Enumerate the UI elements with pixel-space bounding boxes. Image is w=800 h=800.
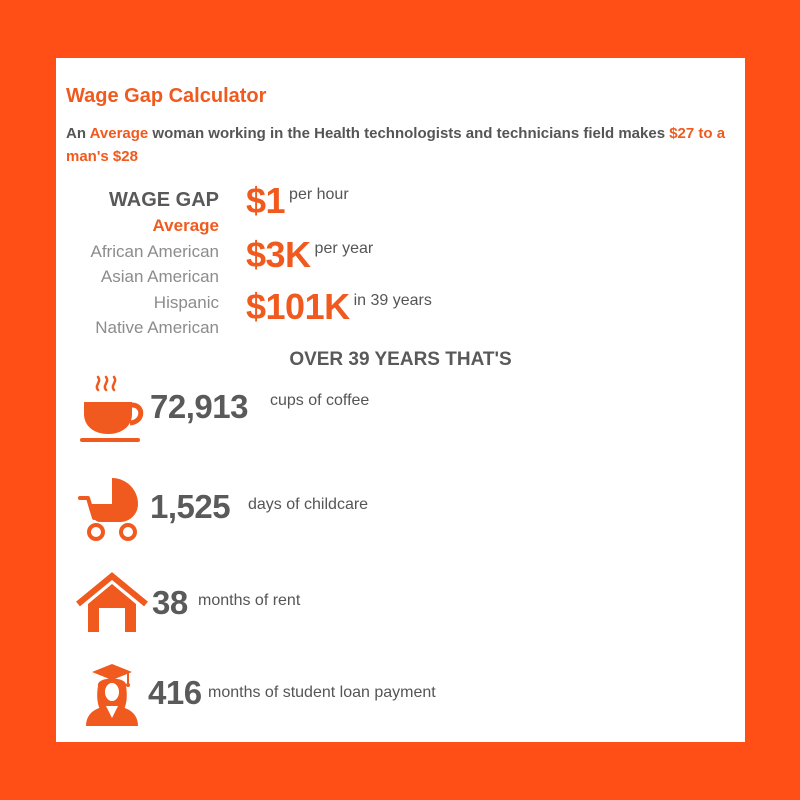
group-option-hispanic[interactable]: Hispanic [153,292,219,312]
equivalent-item-rent: 38 months of rent [76,570,716,640]
group-option-average[interactable]: Average [152,216,219,235]
gap-lifetime: $101K in 39 years [246,286,432,328]
gap-value: $1 [246,180,286,221]
summary-wages: $27 to a man's $28 [66,125,726,165]
group-selector: WAGE GAP Average African American Asian … [91,187,220,341]
gap-value: $3K [246,234,311,275]
equivalent-label: cups of coffee [270,392,370,409]
gap-per-year: $3K per year [246,234,373,276]
coffee-cup-icon [80,375,144,442]
summary-text-middle: woman working in the Health technologist… [148,125,670,142]
gap-unit: per hour [289,186,349,204]
summary-text-start: An [66,125,90,142]
summary-sentence: An Average woman working in the Health t… [66,122,738,168]
equivalent-item-childcare: 1,525 days of childcare [76,472,716,542]
group-option-african-american[interactable]: African American [90,241,220,261]
over-years-heading: OVER 39 YEARS THAT'S [289,349,512,370]
equivalent-label: days of childcare [248,496,369,513]
equivalent-item-student-loan: 416 months of student loan payment [76,662,716,732]
group-option-native-american[interactable]: Native American [95,318,219,337]
equivalent-label: months of rent [198,592,301,609]
house-icon [76,572,148,632]
gap-unit: in 39 years [353,292,432,310]
page-title: Wage Gap Calculator [66,85,267,107]
equivalent-number: 72,913 [150,388,248,425]
group-option-asian-american[interactable]: Asian American [100,267,219,286]
wage-gap-card: Wage Gap Calculator An Average woman wor… [56,58,745,742]
equivalent-number: 38 [152,584,188,621]
gap-per-hour: $1 per hour [246,180,349,222]
wage-gap-heading: WAGE GAP [108,189,219,211]
equivalent-label: months of student loan payment [208,684,436,701]
summary-group: Average [89,125,149,142]
graduate-icon [86,664,138,726]
baby-stroller-icon [78,478,138,541]
gap-value: $101K [246,286,350,327]
equivalent-number: 416 [148,674,202,711]
equivalent-number: 1,525 [150,488,231,525]
gap-unit: per year [314,240,374,258]
equivalent-item-coffee: 72,913 cups of coffee [76,374,716,444]
